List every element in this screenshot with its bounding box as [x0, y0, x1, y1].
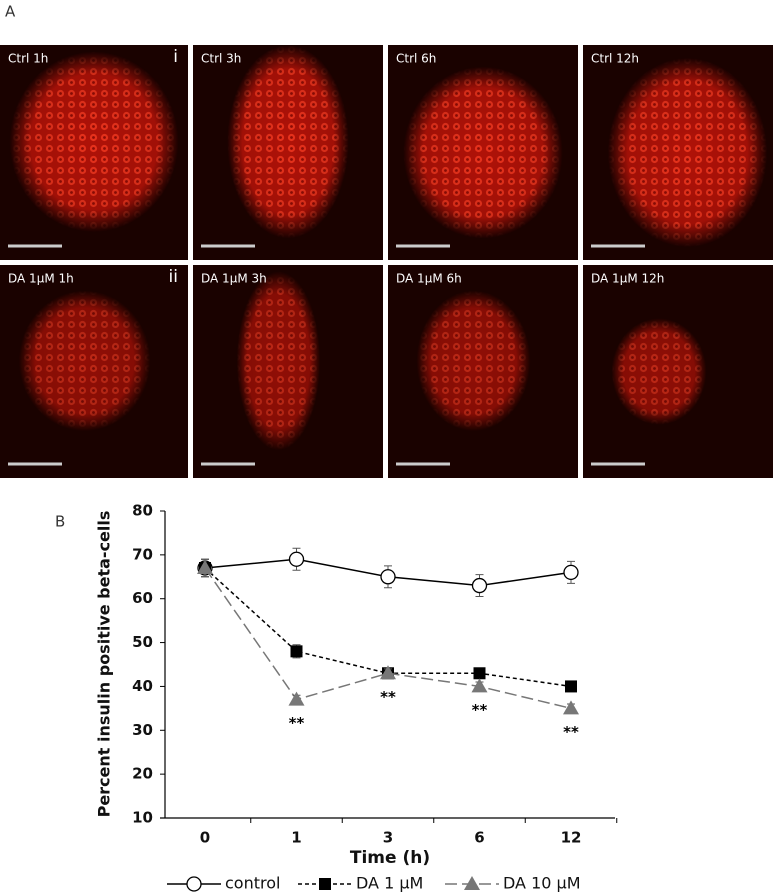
series: [197, 547, 579, 598]
data-point: [197, 560, 213, 575]
micrograph: Ctrl 3h: [193, 45, 383, 260]
data-point: [563, 564, 579, 581]
x-tick-label: 6: [474, 829, 484, 847]
image-label: DA 1μM 1h: [8, 272, 74, 286]
data-point: [380, 569, 396, 585]
islet: [9, 51, 179, 233]
data-point: [288, 691, 305, 706]
islet: [236, 271, 321, 451]
micrograph: Ctrl 1h i: [0, 45, 188, 260]
data-point: [471, 577, 488, 594]
y-tick-label: 60: [132, 589, 153, 607]
legend-marker: [186, 876, 202, 892]
y-tick-label: 20: [132, 765, 153, 783]
image-label: DA 1μM 3h: [201, 272, 267, 286]
islet: [227, 45, 349, 239]
islet: [403, 66, 563, 239]
x-tick-label: 1: [291, 829, 301, 847]
image-label: Ctrl 6h: [396, 52, 436, 66]
panel-label: A: [5, 3, 16, 21]
islet: [607, 57, 768, 248]
image-label: DA 1μM 6h: [396, 272, 462, 286]
significance: **: [380, 688, 396, 706]
data-point: [290, 645, 303, 658]
legend-label: control: [225, 874, 280, 893]
y-tick-label: 40: [132, 677, 153, 695]
legend-label: DA 10 μM: [503, 874, 581, 893]
significance: **: [563, 723, 579, 741]
data-point: [380, 665, 396, 680]
panel-label: B: [55, 513, 65, 531]
data-point: [563, 700, 579, 715]
image-label: Ctrl 12h: [591, 52, 639, 66]
legend-item: control: [167, 874, 280, 893]
series: [197, 558, 579, 715]
x-tick-label: 0: [200, 829, 210, 847]
x-axis-title: Time (h): [350, 848, 430, 868]
y-tick-label: 80: [132, 502, 153, 520]
significance: **: [289, 714, 305, 732]
y-tick-label: 50: [132, 633, 153, 651]
data-point: [473, 667, 486, 680]
y-tick-label: 30: [132, 721, 153, 739]
image-label: DA 1μM 12h: [591, 272, 664, 286]
micrograph: DA 1μM 1h ii: [0, 265, 188, 478]
islet: [416, 290, 531, 432]
legend-label: DA 1 μM: [356, 874, 423, 893]
micrograph: DA 1μM 12h: [583, 265, 773, 478]
legend-item: DA 10 μM: [445, 874, 581, 893]
micrograph: DA 1μM 3h: [193, 265, 383, 478]
significance: **: [472, 701, 488, 719]
y-tick-label: 10: [132, 809, 153, 827]
legend-item: DA 1 μM: [298, 874, 423, 893]
row-label: ii: [169, 267, 178, 287]
data-point: [565, 680, 577, 693]
legend-marker: [464, 876, 480, 890]
islet: [611, 318, 707, 425]
x-tick-label: 12: [561, 829, 582, 847]
micrograph: Ctrl 6h: [388, 45, 578, 260]
x-tick-label: 3: [383, 829, 393, 847]
image-label: Ctrl 3h: [201, 52, 241, 66]
y-axis-title: Percent insulin positive beta-cells: [95, 511, 114, 818]
islet: [18, 290, 151, 432]
legend-marker: [319, 878, 331, 890]
data-point: [288, 551, 305, 567]
image-label: Ctrl 1h: [8, 52, 48, 66]
data-point: [471, 678, 488, 693]
y-tick-label: 70: [132, 545, 153, 563]
micrograph: Ctrl 12h: [583, 45, 773, 260]
micrograph: DA 1μM 6h: [388, 265, 578, 478]
row-label: i: [173, 47, 178, 67]
